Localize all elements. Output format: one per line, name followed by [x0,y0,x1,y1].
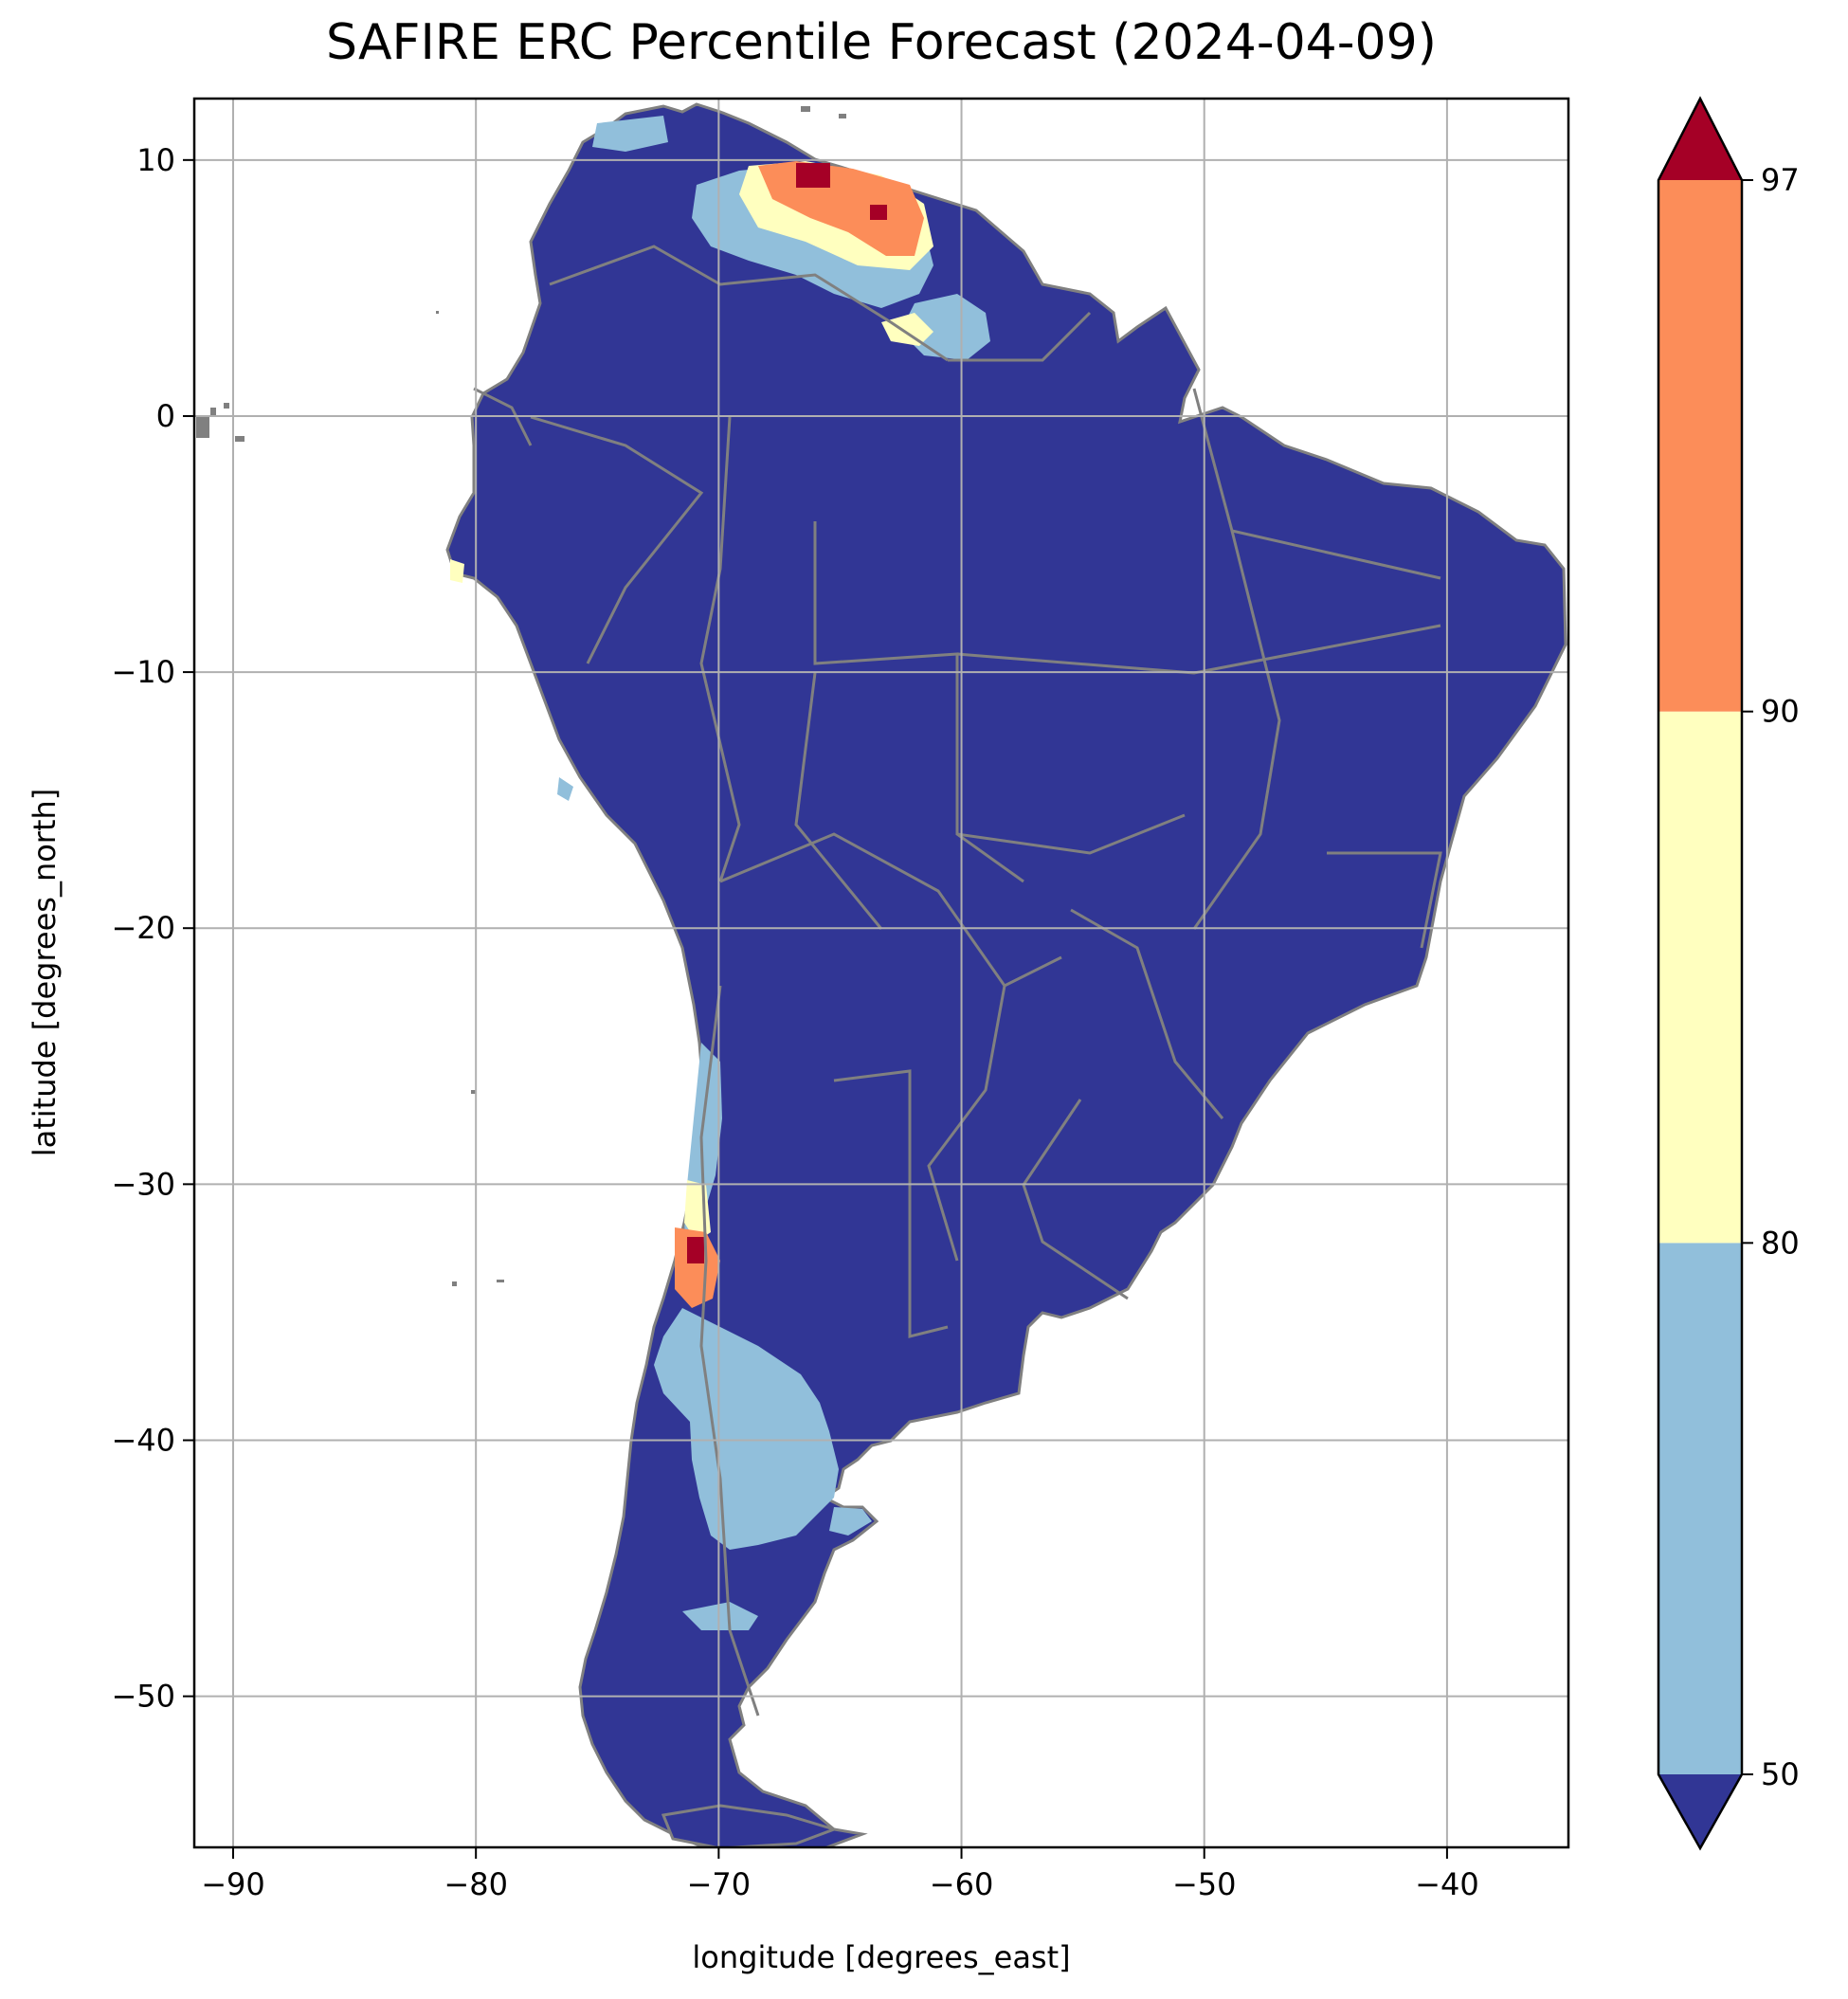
colorbar: 50 80 90 97 [1657,96,1800,1851]
x-axis-ticks: −90 −80 −70 −60 −50 −40 [201,1847,1479,1902]
patagonia-region [654,1308,872,1630]
colorbar-tick-label: 80 [1761,1225,1800,1261]
peru-patch [557,777,573,801]
gridlines [194,99,1568,1847]
y-tick-label: −20 [111,910,175,946]
y-tick-label: −40 [111,1422,175,1458]
y-tick-label: 10 [136,142,175,178]
x-tick-label: −40 [1415,1866,1479,1902]
colorbar-segment [1658,180,1742,712]
map-title: SAFIRE ERC Percentile Forecast (2024-04-… [326,14,1437,71]
x-axis-label: longitude [degrees_east] [692,1939,1070,1975]
colorbar-under-arrow [1658,1774,1742,1848]
colorbar-over-arrow [1658,99,1742,180]
map-layer [196,102,1567,1847]
y-axis-label: latitude [degrees_north] [27,789,63,1157]
x-tick-label: −50 [1172,1866,1237,1902]
y-tick-label: −30 [111,1166,175,1202]
plot-frame [192,97,1570,1849]
colorbar-tick-label: 97 [1761,162,1800,198]
x-tick-label: −80 [444,1866,508,1902]
x-tick-label: −60 [930,1866,994,1902]
y-tick-label: −10 [111,654,175,690]
colorbar-tick-label: 90 [1761,694,1800,730]
y-axis-ticks: 10 0 −10 −20 −30 −40 −50 [111,142,194,1715]
ecuador-patch [450,559,464,583]
colorbar-segment [1658,711,1742,1244]
caribbean-coast-patch [592,116,668,152]
y-tick-label: −50 [111,1679,175,1715]
tierra-del-fuego [661,1804,839,1847]
colorbar-segment [1658,1243,1742,1774]
country-borders [473,245,1442,1717]
islands [196,106,846,1286]
x-tick-label: −70 [687,1866,752,1902]
y-tick-label: 0 [156,398,175,434]
colorbar-tick-label: 50 [1761,1756,1800,1792]
x-tick-label: −90 [201,1866,265,1902]
